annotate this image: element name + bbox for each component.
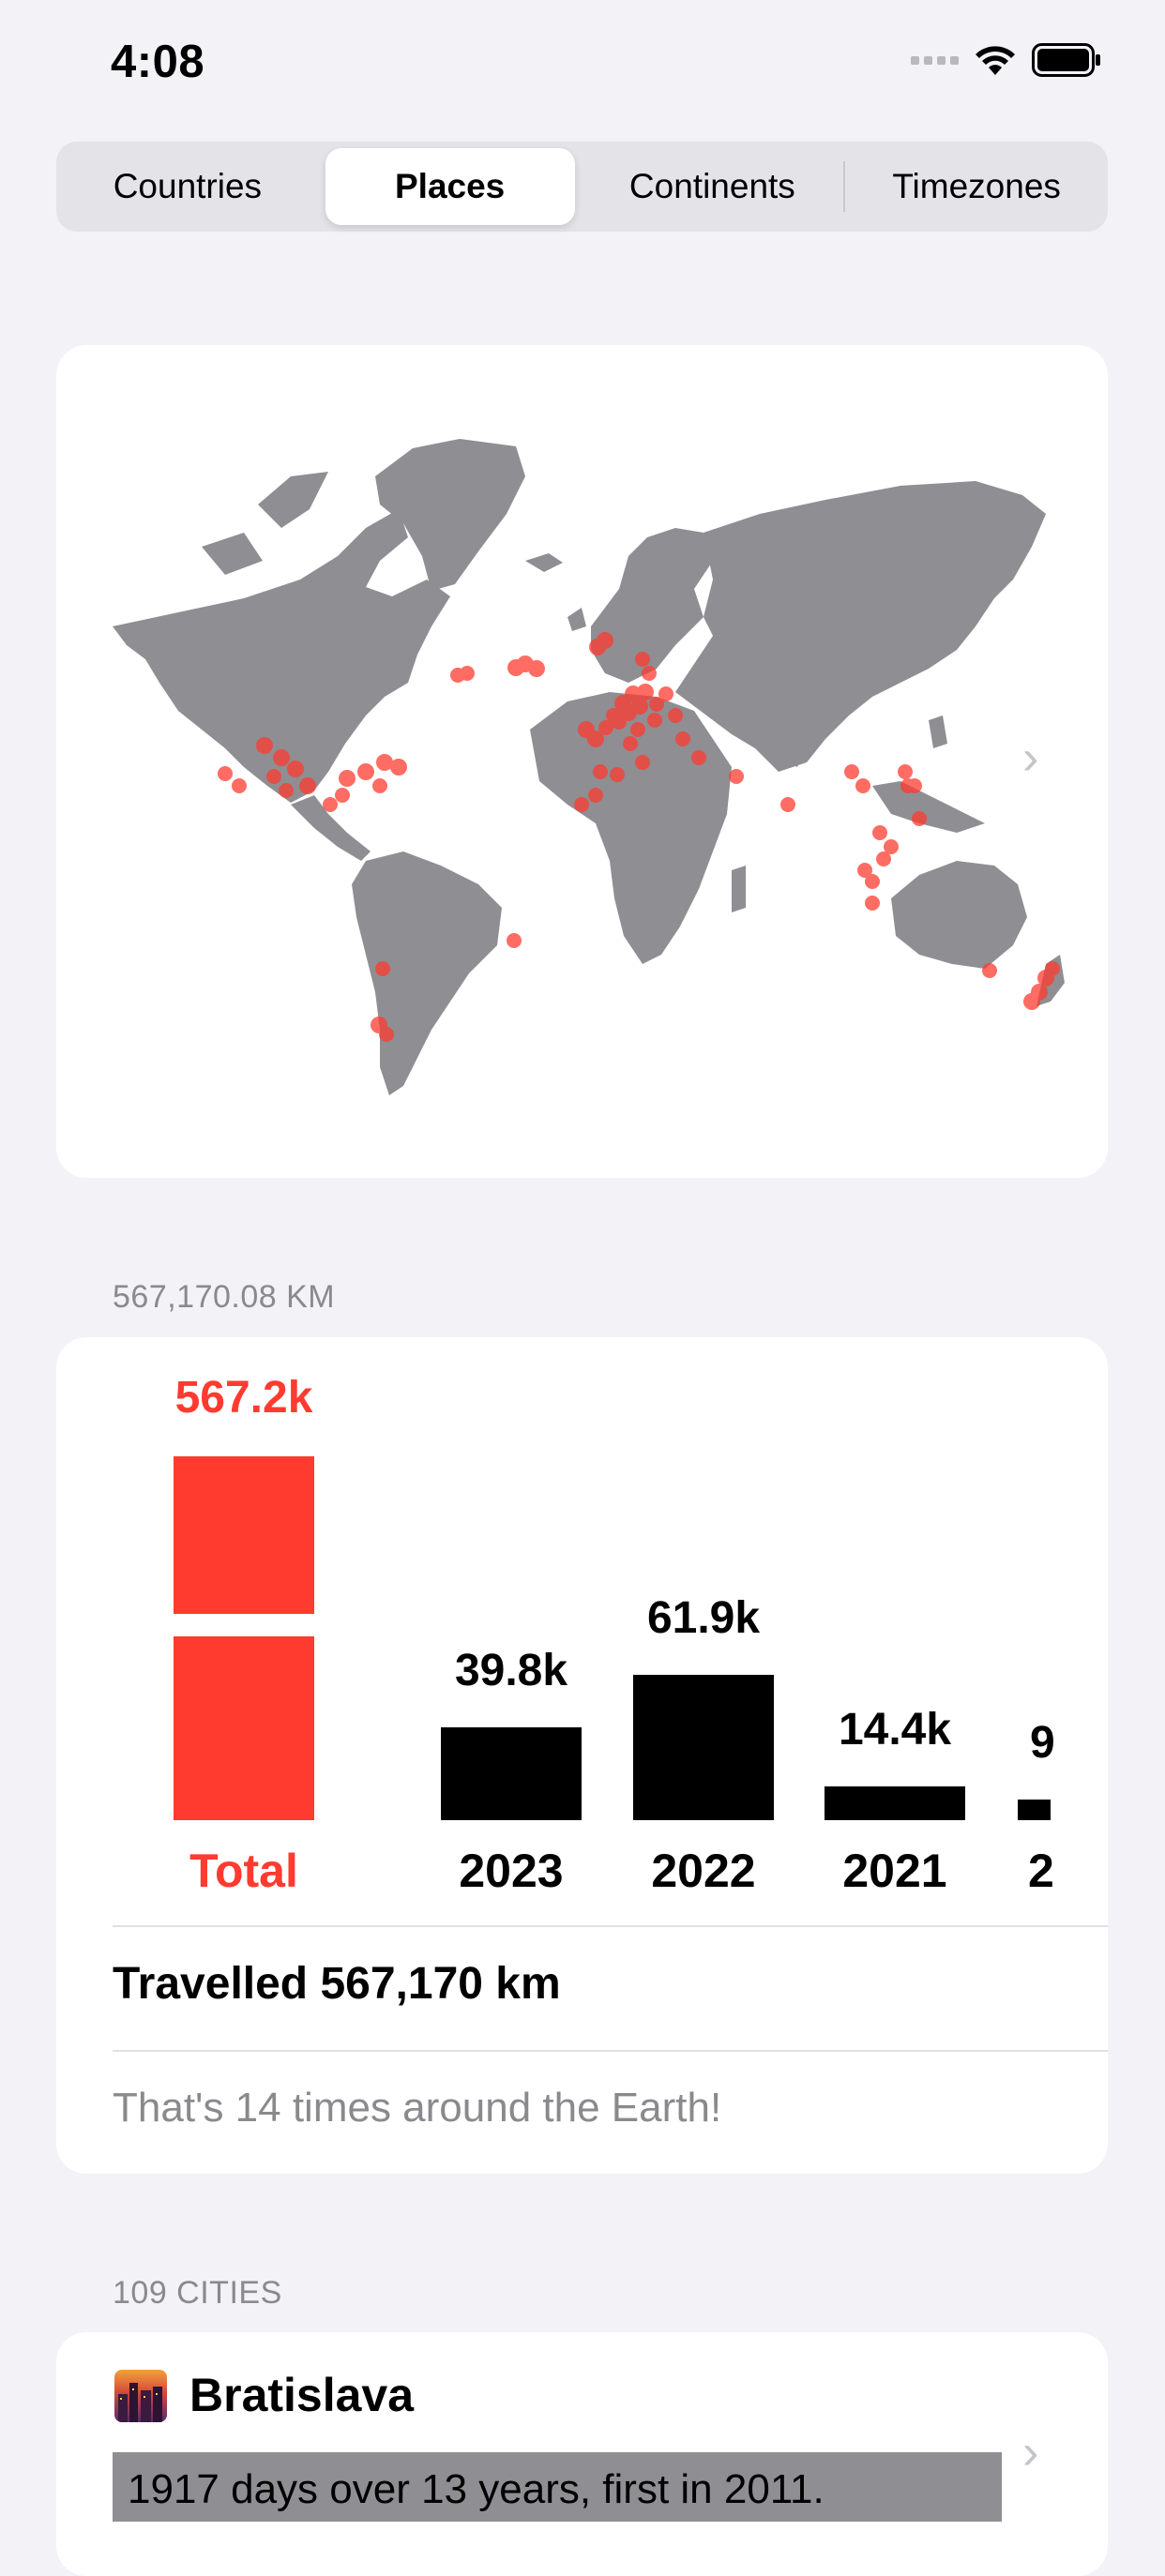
- bar-category-label: 2022: [651, 1845, 756, 1897]
- segmented-control: Countries Places Continents Timezones: [56, 142, 1108, 232]
- world-map-card[interactable]: ›: [56, 345, 1108, 1178]
- bar-value-label: 61.9k: [646, 1593, 761, 1644]
- bar-2: [1018, 1799, 1051, 1820]
- city-list-item[interactable]: Bratislava 1917 days over 13 years, firs…: [56, 2332, 1108, 2576]
- travelled-total-label: Travelled 567,170 km: [113, 1959, 561, 2009]
- bar-category-label: 2: [1028, 1845, 1054, 1897]
- wifi-icon: [976, 46, 1015, 75]
- cellular-signal-icon: [911, 55, 959, 65]
- bar-value-label: 14.4k: [838, 1705, 952, 1755]
- world-map: [113, 439, 1065, 1095]
- bar-value-label: 9: [1030, 1717, 1055, 1768]
- status-icons: [911, 43, 1101, 77]
- battery-icon: [1032, 43, 1100, 77]
- segment-countries[interactable]: Countries: [113, 167, 263, 205]
- segment-places[interactable]: Places: [325, 148, 575, 225]
- city-detail: 1917 days over 13 years, first in 2011.: [113, 2452, 1002, 2522]
- distance-header: 567,170.08 KM: [113, 1279, 336, 1315]
- city-name: Bratislava: [189, 2369, 415, 2421]
- segment-divider: [843, 161, 846, 212]
- segment-timezones[interactable]: Timezones: [892, 167, 1061, 205]
- segment-continents[interactable]: Continents: [628, 167, 795, 205]
- bar-category-label: 2021: [842, 1845, 947, 1897]
- bar-category-label: 2023: [459, 1845, 564, 1897]
- bar-total-lower: [174, 1636, 314, 1820]
- chevron-right-icon[interactable]: ›: [1022, 731, 1039, 785]
- bar-value-label: 39.8k: [454, 1645, 568, 1695]
- cities-header: 109 CITIES: [113, 2275, 282, 2311]
- city-skyline-icon: [114, 2370, 167, 2422]
- bar-value-label: 567.2k: [174, 1373, 313, 1423]
- distance-chart-card: 567.2k Total 39.8k 2023 61.9k 2022 14.4k 2021 9 2…: [56, 1337, 1108, 2174]
- summary-divider: [113, 2050, 1108, 2052]
- bar-2023: [441, 1726, 582, 1820]
- status-time: 4:08: [111, 37, 205, 87]
- bar-total-upper: [174, 1456, 314, 1614]
- chevron-right-icon[interactable]: ›: [1022, 2425, 1039, 2479]
- bar-category-label: Total: [189, 1845, 298, 1897]
- bar-2021: [825, 1786, 965, 1820]
- bar-2022: [633, 1675, 774, 1820]
- earth-comparison-note: That's 14 times around the Earth!: [113, 2085, 722, 2131]
- chart-divider: [113, 1925, 1108, 1927]
- distance-bar-chart: 567.2k Total 39.8k 2023 61.9k 2022 14.4k 2021 9 2: [56, 1337, 1108, 1909]
